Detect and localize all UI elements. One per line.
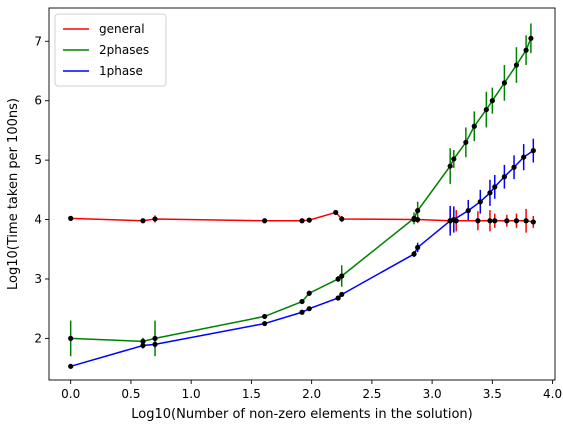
data-point-2phases	[483, 107, 489, 113]
y-tick-label: 3	[34, 272, 42, 286]
x-tick-label: 1.0	[182, 387, 201, 401]
y-tick-label: 6	[34, 94, 42, 108]
data-point-2phases	[523, 47, 529, 53]
y-tick-label: 4	[34, 213, 42, 227]
data-point-2phases	[262, 313, 268, 320]
data-point-1phase	[339, 291, 345, 298]
x-tick-label: 4.0	[543, 387, 562, 401]
data-point-2phases	[447, 163, 453, 169]
data-point-general	[140, 218, 146, 224]
data-point-1phase	[299, 309, 305, 315]
y-tick-label: 2	[34, 331, 42, 345]
data-point-1phase	[477, 199, 483, 205]
axes: 0.0 0.5 1.0 1.5 2.0 2.5 3.0 3.5 4.0 2 3 4 5 6 7	[34, 7, 562, 401]
data-point-general	[487, 218, 493, 224]
data-point-1phase	[262, 320, 268, 327]
data-point-2phases	[152, 335, 158, 342]
data-point-2phases	[339, 273, 345, 279]
data-point-2phases	[299, 298, 305, 305]
data-point-1phase	[492, 184, 498, 190]
x-tick-label: 2.5	[362, 387, 381, 401]
data-point-2phases	[68, 335, 74, 342]
data-point-1phase	[451, 216, 457, 223]
axes-frame	[48, 7, 556, 381]
data-markers	[68, 35, 536, 369]
y-axis-label: Log10(Time taken per 100ns)	[6, 98, 21, 290]
data-point-general	[523, 218, 529, 224]
legend-box	[54, 13, 167, 87]
data-point-2phases	[513, 62, 520, 68]
data-point-1phase	[511, 164, 517, 170]
data-point-general	[262, 218, 268, 224]
data-point-1phase	[487, 190, 493, 196]
data-point-1phase	[306, 306, 312, 312]
data-point-2phases	[306, 290, 312, 296]
data-point-1phase	[501, 174, 507, 180]
data-point-general	[475, 218, 481, 224]
legend: general 2phases 1phase	[54, 13, 167, 87]
data-point-1phase	[140, 342, 146, 349]
data-point-general	[339, 216, 345, 222]
data-point-2phases	[528, 35, 534, 41]
data-point-2phases	[411, 215, 417, 221]
y-tick-label: 5	[34, 153, 42, 167]
data-point-general	[306, 217, 312, 223]
x-axis-label: Log10(Number of non-zero elements in the…	[131, 407, 472, 422]
data-point-1phase	[465, 208, 471, 214]
legend-label-1phase: 1phase	[99, 64, 143, 78]
data-point-1phase	[415, 244, 421, 251]
x-tick-label: 3.0	[423, 387, 442, 401]
data-point-general	[152, 216, 158, 222]
data-point-2phases	[451, 156, 457, 162]
data-point-2phases	[335, 276, 341, 282]
x-tick-label: 2.0	[302, 387, 321, 401]
data-point-1phase	[152, 341, 158, 347]
data-point-general	[513, 218, 520, 224]
y-tick-label: 7	[34, 34, 42, 48]
series-line-1phase	[70, 149, 534, 368]
data-point-general	[333, 209, 339, 216]
data-point-1phase	[335, 295, 341, 301]
data-point-general	[504, 218, 510, 224]
data-point-2phases	[415, 208, 421, 214]
x-tick-label: 0.0	[61, 387, 80, 401]
x-tick-label: 3.5	[483, 387, 502, 401]
data-point-1phase	[521, 154, 527, 160]
series-lines	[70, 38, 534, 368]
data-point-general	[299, 218, 305, 224]
data-point-general	[530, 219, 536, 225]
data-point-1phase	[411, 251, 417, 257]
data-point-2phases	[463, 139, 469, 145]
x-tick-label: 0.5	[121, 387, 140, 401]
legend-label-2phases: 2phases	[99, 43, 149, 57]
series-line-2phases	[70, 38, 532, 343]
data-point-general	[68, 215, 74, 221]
data-point-2phases	[140, 338, 146, 344]
data-point-1phase	[530, 148, 536, 154]
data-point-general	[492, 218, 498, 224]
data-point-1phase	[68, 363, 74, 369]
legend-label-general: general	[99, 22, 145, 36]
data-point-2phases	[471, 123, 477, 129]
data-point-2phases	[489, 98, 495, 104]
data-point-2phases	[501, 80, 507, 86]
x-tick-label: 1.5	[242, 387, 261, 401]
